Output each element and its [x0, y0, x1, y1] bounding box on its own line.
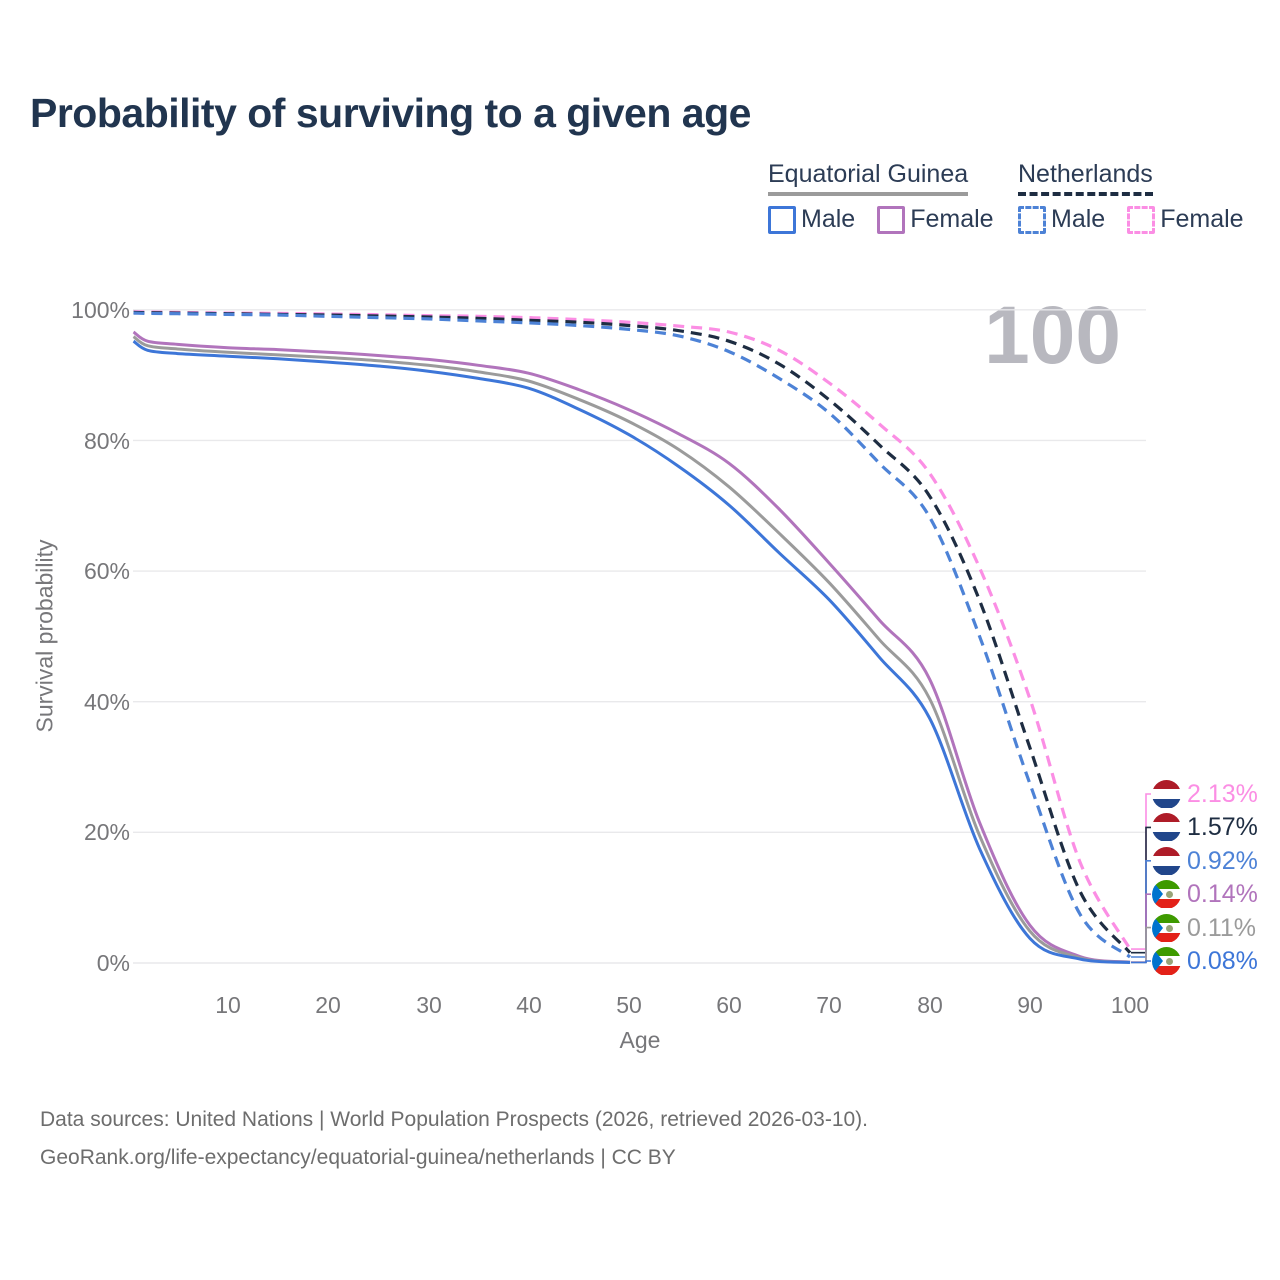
data-sources-text: Data sources: United Nations | World Pop… [40, 1108, 869, 1131]
end-label-eg-both: 0.11% [1152, 913, 1256, 943]
x-tick-20: 20 [315, 992, 341, 1018]
equatorial-guinea-flag-icon [1152, 879, 1181, 909]
end-value: 0.11% [1187, 913, 1257, 942]
legend-item-label: Female [1160, 205, 1244, 233]
eg-female-swatch-icon [877, 205, 906, 234]
legend-item-nl-female[interactable]: Female [1127, 205, 1244, 234]
legend-item-eg-female[interactable]: Female [877, 205, 994, 234]
end-label-nl-male: 0.92% [1152, 846, 1258, 876]
nl-female-swatch-icon [1127, 205, 1156, 234]
y-tick-80: 80% [83, 428, 130, 454]
y-tick-60: 60% [83, 558, 130, 584]
end-label-eg-female: 0.14% [1152, 879, 1258, 909]
netherlands-flag-icon [1152, 812, 1181, 842]
end-label-nl-female: 2.13% [1152, 779, 1258, 809]
x-tick-60: 60 [716, 992, 742, 1018]
legend-group-equatorial-guinea: Equatorial Guinea Male Female [768, 160, 994, 234]
end-value: 2.13% [1187, 779, 1258, 808]
eg-male-swatch-icon [768, 205, 796, 234]
x-tick-90: 90 [1017, 992, 1043, 1018]
x-tick-50: 50 [616, 992, 642, 1018]
equatorial-guinea-flag-icon [1152, 913, 1181, 943]
attribution-text: GeoRank.org/life-expectancy/equatorial-g… [40, 1146, 676, 1169]
y-tick-100: 100% [71, 297, 130, 323]
y-tick-0: 0% [96, 950, 130, 976]
legend-item-label: Male [801, 205, 856, 233]
netherlands-flag-icon [1152, 779, 1181, 809]
end-label-nl-both: 1.57% [1152, 812, 1258, 842]
x-axis-title: Age [619, 1027, 661, 1053]
end-value: 0.14% [1187, 879, 1258, 908]
legend-group-title-equatorial-guinea: Equatorial Guinea [768, 160, 969, 196]
legend-item-label: Female [910, 205, 994, 233]
y-tick-20: 20% [83, 819, 130, 845]
netherlands-flag-icon [1152, 846, 1181, 876]
equatorial-guinea-flag-icon [1152, 946, 1181, 976]
end-value: 0.92% [1187, 846, 1258, 875]
legend-group-title-netherlands: Netherlands [1018, 160, 1153, 196]
age-counter-watermark: 100 [984, 290, 1121, 381]
legend-item-nl-male[interactable]: Male [1018, 205, 1105, 234]
y-tick-40: 40% [83, 689, 130, 715]
y-axis-title: Survival probability [31, 539, 58, 733]
legend-item-eg-male[interactable]: Male [768, 205, 855, 234]
x-tick-30: 30 [416, 992, 442, 1018]
x-tick-10: 10 [215, 992, 241, 1018]
end-value: 1.57% [1187, 812, 1258, 841]
x-tick-80: 80 [917, 992, 943, 1018]
end-value: 0.08% [1187, 946, 1258, 975]
legend-group-netherlands: Netherlands Male Female [1018, 160, 1244, 234]
x-tick-40: 40 [516, 992, 542, 1018]
end-label-eg-male: 0.08% [1152, 946, 1258, 976]
x-tick-70: 70 [816, 992, 842, 1018]
nl-male-swatch-icon [1018, 205, 1046, 234]
legend-item-label: Male [1051, 205, 1106, 233]
x-tick-100: 100 [1110, 992, 1150, 1018]
chart-title: Probability of surviving to a given age [30, 90, 751, 136]
